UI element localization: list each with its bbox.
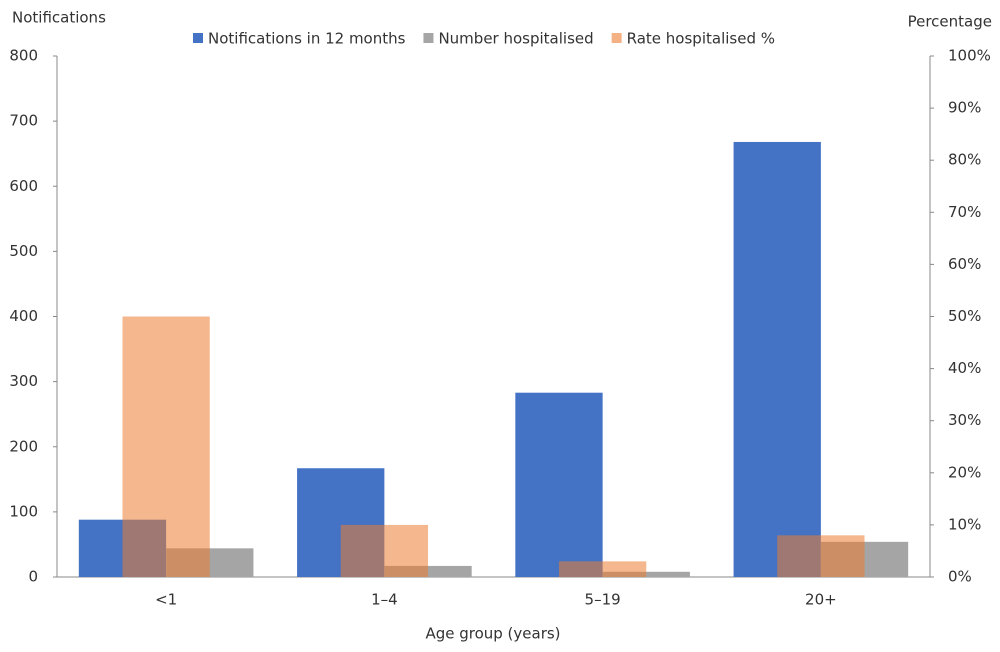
y-tick-label: 500 — [9, 242, 38, 260]
legend-label: Number hospitalised — [438, 30, 593, 48]
y-tick-label: 400 — [9, 307, 38, 325]
y-tick-label: 600 — [9, 177, 38, 195]
y2-tick-label: 60% — [948, 255, 981, 273]
legend-label: Rate hospitalised % — [627, 30, 775, 48]
legend-swatch — [611, 33, 622, 43]
y2-tick-label: 50% — [948, 307, 981, 325]
y2-tick-label: 30% — [948, 411, 981, 429]
bar — [558, 561, 647, 577]
bar — [122, 316, 210, 577]
x-tick-label: 20+ — [805, 591, 837, 609]
y-tick-label: 300 — [9, 372, 38, 390]
y2-axis-title: Percentage — [908, 13, 992, 31]
y2-tick-label: 100% — [948, 47, 991, 65]
bar — [733, 141, 821, 577]
legend-swatch — [423, 33, 434, 43]
bar — [602, 571, 690, 577]
y2-tick-label: 0% — [948, 568, 972, 586]
x-tick-label: 5–19 — [585, 591, 621, 609]
legend-label: Notifications in 12 months — [208, 30, 406, 48]
bar — [515, 392, 603, 577]
y2-tick-label: 80% — [948, 151, 981, 169]
y2-tick-label: 40% — [948, 359, 981, 377]
y2-tick-label: 70% — [948, 203, 981, 221]
x-tick-label: <1 — [155, 591, 177, 609]
y-tick-label: 0 — [28, 568, 38, 586]
y-tick-label: 800 — [9, 47, 38, 65]
y2-tick-label: 20% — [948, 463, 981, 481]
bar — [340, 524, 429, 577]
bar — [777, 535, 865, 577]
y-tick-label: 700 — [9, 112, 38, 130]
y-tick-label: 100 — [9, 502, 38, 520]
legend-swatch — [193, 33, 203, 43]
x-axis-title: Age group (years) — [425, 625, 560, 643]
y-axis-title: Notifications — [12, 9, 106, 27]
y2-tick-label: 10% — [948, 515, 981, 533]
y-tick-label: 200 — [9, 437, 38, 455]
y2-tick-label: 90% — [948, 99, 981, 117]
x-tick-label: 1–4 — [371, 591, 398, 609]
